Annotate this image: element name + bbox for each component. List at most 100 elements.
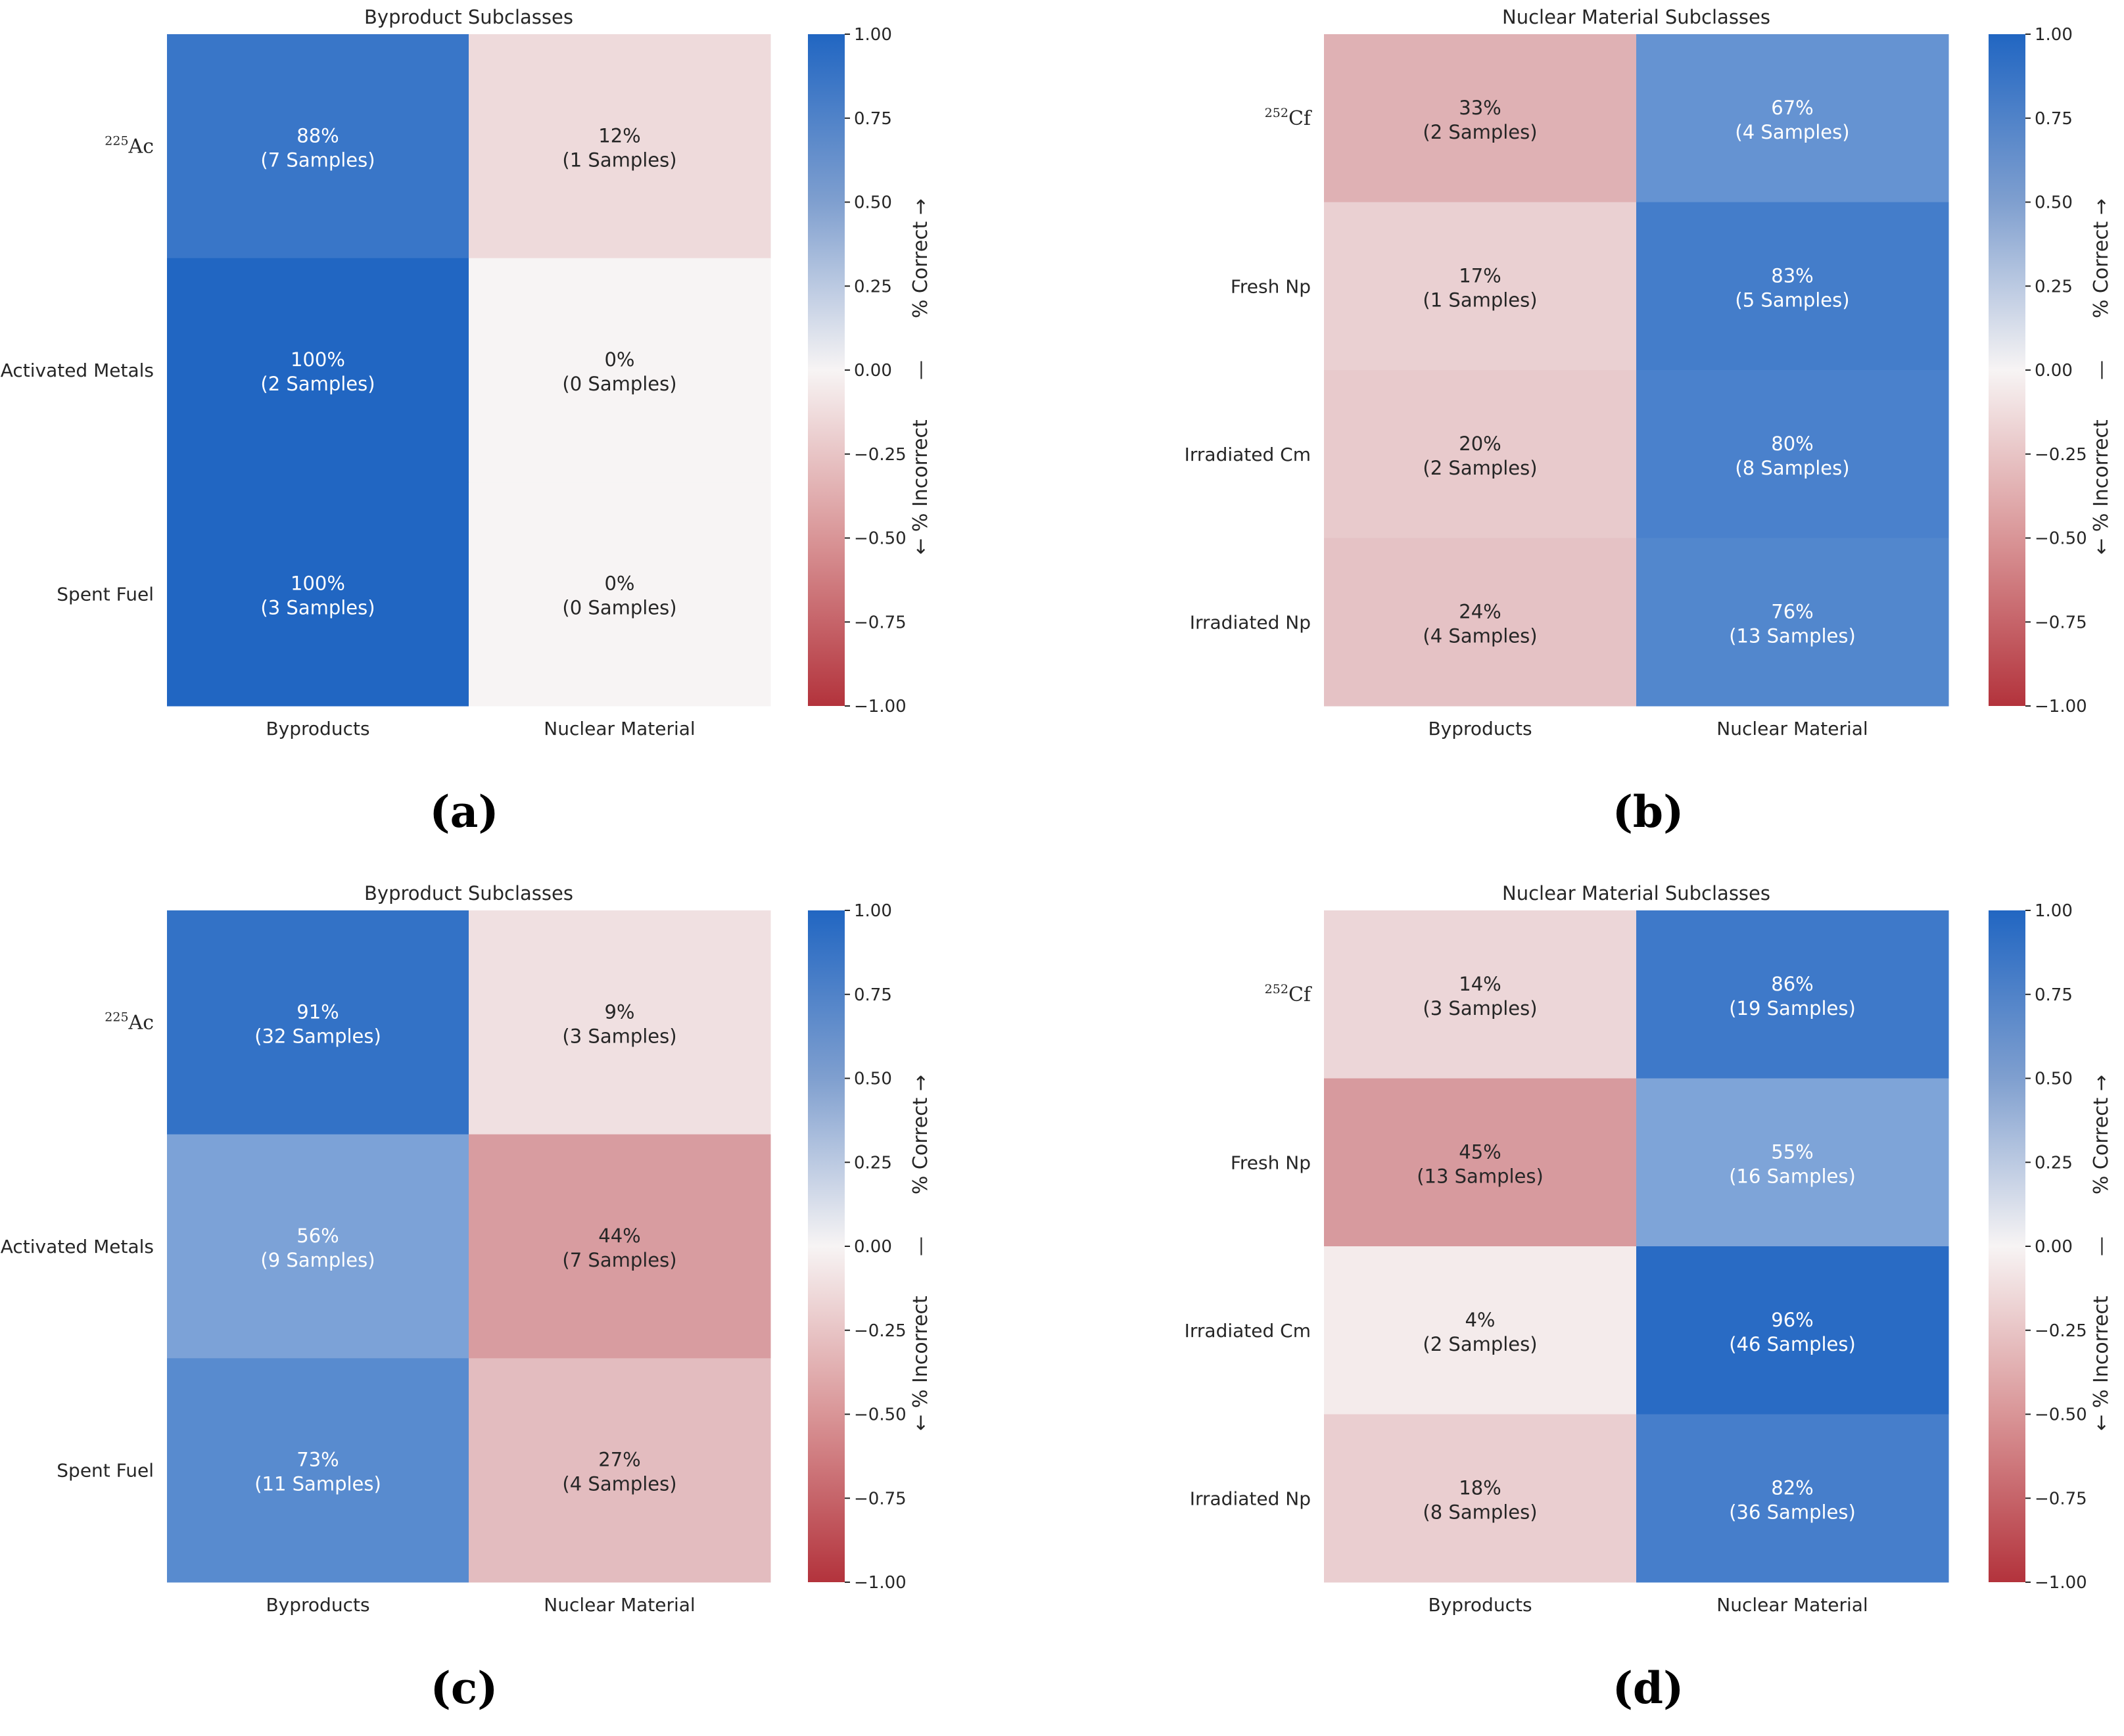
row-label: Spent Fuel xyxy=(57,584,154,605)
cell-percent-label: 80% xyxy=(1771,433,1813,455)
colorbar-tick-label: 0.50 xyxy=(2035,193,2073,213)
heatmap-panel-d: Nuclear Material Subclasses 14%(3 Samples… xyxy=(1185,882,2113,1714)
heatmap-cell xyxy=(1324,538,1637,707)
cell-percent-label: 24% xyxy=(1459,600,1501,622)
row-label: Irradiated Cm xyxy=(1185,1320,1311,1342)
row-label: Fresh Np xyxy=(1231,1152,1311,1173)
colorbar-gradient xyxy=(1989,910,2025,1582)
heatmap-cell xyxy=(1324,1414,1637,1583)
row-label: 252Cf xyxy=(1265,982,1312,1006)
cell-percent-label: 86% xyxy=(1771,973,1813,995)
cell-percent-label: 17% xyxy=(1459,264,1501,287)
heatmap-cell xyxy=(469,482,771,707)
column-label: Nuclear Material xyxy=(1716,718,1868,739)
colorbar: 1.00 0.75 0.50 0.25 0.00 −0.25 −0.50 −0.75 −1.00… xyxy=(1989,25,2113,716)
cell-samples-label: (13 Samples) xyxy=(1417,1165,1544,1187)
heatmap-cell xyxy=(1324,202,1637,371)
cell-percent-label: 96% xyxy=(1771,1309,1813,1331)
colorbar-tick-label: −0.25 xyxy=(2035,1321,2087,1341)
heatmap-cell xyxy=(1636,34,1949,202)
heatmap-cell xyxy=(1636,1246,1949,1415)
heatmap-cell xyxy=(1324,34,1637,202)
cell-percent-label: 45% xyxy=(1459,1140,1501,1163)
colorbar-label-correct: % Correct → xyxy=(2090,1075,2113,1194)
chart-title: Byproduct Subclasses xyxy=(364,6,573,28)
row-label: Irradiated Np xyxy=(1190,1488,1311,1509)
chart-title: Nuclear Material Subclasses xyxy=(1502,6,1770,28)
cell-percent-label: 100% xyxy=(291,348,345,371)
cell-samples-label: (4 Samples) xyxy=(1423,624,1537,647)
heatmap-cell xyxy=(1636,910,1949,1079)
heatmap-cell xyxy=(469,910,771,1135)
cell-samples-label: (16 Samples) xyxy=(1729,1165,1856,1187)
row-label: Irradiated Np xyxy=(1190,611,1311,633)
cell-percent-label: 88% xyxy=(296,124,339,147)
heatmap-cell xyxy=(167,482,469,707)
cell-samples-label: (3 Samples) xyxy=(260,597,375,619)
cell-samples-label: (4 Samples) xyxy=(562,1473,676,1495)
cell-samples-label: (46 Samples) xyxy=(1729,1333,1856,1355)
cell-percent-label: 14% xyxy=(1459,973,1501,995)
colorbar-tick-label: −0.75 xyxy=(2035,1489,2087,1509)
cell-samples-label: (3 Samples) xyxy=(1423,997,1537,1020)
cell-samples-label: (8 Samples) xyxy=(1735,457,1849,479)
cell-percent-label: 82% xyxy=(1771,1476,1813,1499)
colorbar-tick-label: 1.00 xyxy=(854,25,892,45)
colorbar-gradient xyxy=(808,910,845,1582)
colorbar-tick-label: −1.00 xyxy=(2035,697,2087,716)
cell-samples-label: (5 Samples) xyxy=(1735,289,1849,311)
heatmap-cell xyxy=(469,34,771,259)
cell-percent-label: 67% xyxy=(1771,97,1813,119)
chart-title: Byproduct Subclasses xyxy=(364,882,573,904)
column-label: Byproducts xyxy=(266,718,369,739)
cell-percent-label: 44% xyxy=(598,1225,640,1247)
colorbar-label-incorrect: ← % Incorrect xyxy=(2090,1296,2113,1431)
cell-samples-label: (2 Samples) xyxy=(1423,1333,1537,1355)
colorbar-label-correct: % Correct → xyxy=(909,1075,932,1194)
heatmap-cell xyxy=(1636,1078,1949,1247)
panel-label: (a) xyxy=(429,786,498,837)
row-label: 225Ac xyxy=(105,1010,154,1034)
cell-samples-label: (19 Samples) xyxy=(1729,997,1856,1020)
heatmap-panel-a: Byproduct Subclasses 88%(7 Samples) 12%(1 … xyxy=(1,6,932,837)
cell-percent-label: 33% xyxy=(1459,97,1501,119)
colorbar-tick-label: 0.25 xyxy=(2035,1153,2073,1173)
colorbar-tick-label: −0.50 xyxy=(854,1405,907,1425)
cell-samples-label: (13 Samples) xyxy=(1729,624,1856,647)
colorbar-tick-label: 0.00 xyxy=(2035,361,2073,381)
cell-percent-label: 0% xyxy=(604,573,634,595)
colorbar-tick-label: −0.50 xyxy=(2035,1405,2087,1425)
colorbar-label-correct: % Correct → xyxy=(909,199,932,318)
cell-samples-label: (32 Samples) xyxy=(254,1025,381,1047)
colorbar-tick-label: −0.75 xyxy=(2035,613,2087,632)
colorbar-label-divider: — xyxy=(909,1236,932,1256)
colorbar-tick-label: −0.50 xyxy=(2035,529,2087,549)
cell-samples-label: (3 Samples) xyxy=(562,1025,676,1047)
row-label: Irradiated Cm xyxy=(1185,444,1311,465)
colorbar-tick-label: 0.50 xyxy=(854,1069,892,1089)
column-label: Byproducts xyxy=(1428,718,1532,739)
colorbar-tick-label: 0.75 xyxy=(854,109,892,129)
panel-label: (d) xyxy=(1613,1662,1684,1714)
row-label: 252Cf xyxy=(1265,106,1312,130)
cell-percent-label: 27% xyxy=(598,1449,640,1471)
cell-percent-label: 12% xyxy=(598,124,640,147)
colorbar-label-incorrect: ← % Incorrect xyxy=(909,1296,932,1431)
cell-samples-label: (1 Samples) xyxy=(1423,289,1537,311)
colorbar-tick-label: 0.25 xyxy=(854,277,892,296)
row-label: Fresh Np xyxy=(1231,275,1311,297)
colorbar-tick-label: 0.50 xyxy=(854,193,892,213)
colorbar-gradient xyxy=(1989,34,2025,706)
row-label: Activated Metals xyxy=(1,360,154,381)
cell-samples-label: (7 Samples) xyxy=(260,149,375,171)
colorbar-tick-label: −1.00 xyxy=(854,697,907,716)
colorbar: 1.00 0.75 0.50 0.25 0.00 −0.25 −0.50 −0.75 −1.00… xyxy=(808,25,932,716)
row-label: 225Ac xyxy=(105,133,154,158)
colorbar-label-correct: % Correct → xyxy=(2090,199,2113,318)
column-label: Nuclear Material xyxy=(544,718,695,739)
cell-percent-label: 56% xyxy=(296,1225,339,1247)
colorbar-tick-label: 0.25 xyxy=(854,1153,892,1173)
cell-percent-label: 83% xyxy=(1771,264,1813,287)
